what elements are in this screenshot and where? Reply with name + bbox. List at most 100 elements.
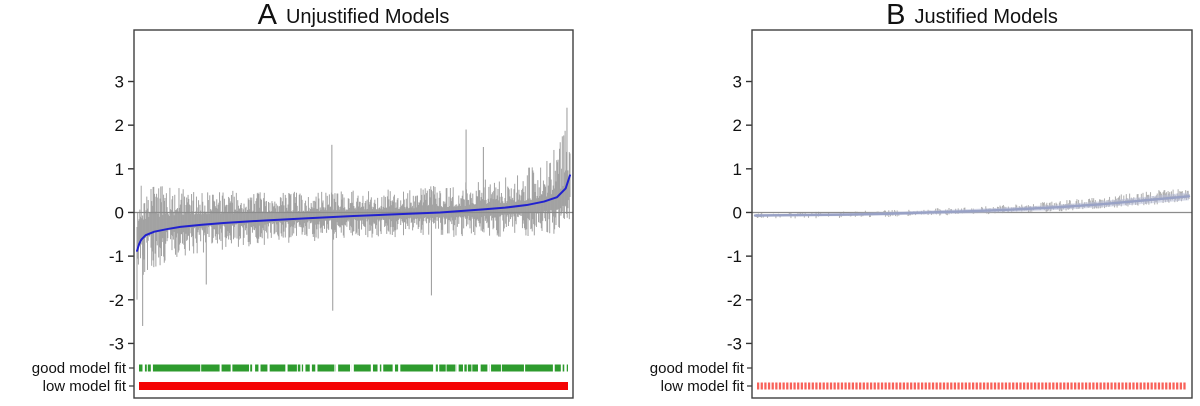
rug-tick-mark bbox=[946, 382, 949, 390]
rug-tick-mark bbox=[968, 382, 971, 390]
rug-label: good model fit bbox=[650, 360, 745, 377]
rug-tick-mark bbox=[942, 382, 946, 390]
rug-gap bbox=[456, 364, 459, 372]
rug-tick-mark bbox=[1103, 382, 1106, 390]
rug-tick-mark bbox=[1008, 382, 1011, 390]
plot-border bbox=[133, 29, 574, 399]
rug-tick-mark bbox=[1165, 382, 1168, 390]
rug-tick-mark bbox=[910, 382, 913, 390]
rug-tick-mark bbox=[891, 382, 895, 390]
rug-tick-mark bbox=[975, 382, 978, 390]
rug-tick-mark bbox=[1033, 382, 1037, 390]
y-tick-label: 2 bbox=[733, 116, 742, 135]
rug-tick-mark bbox=[1135, 382, 1139, 390]
rug-gap bbox=[230, 364, 233, 372]
rug-gap bbox=[552, 364, 555, 372]
rug-gap bbox=[462, 364, 465, 372]
fit-line bbox=[136, 174, 571, 252]
rug-tick-mark bbox=[1055, 382, 1059, 390]
rug-gap bbox=[433, 364, 435, 372]
rug-tick-mark bbox=[979, 382, 982, 390]
rug-tick-mark bbox=[1048, 382, 1051, 390]
rug-tick-mark bbox=[920, 382, 924, 390]
y-tick-label: -3 bbox=[109, 334, 124, 353]
rug-gap bbox=[471, 364, 473, 372]
rug-tick-mark bbox=[767, 382, 771, 390]
rug-tick-mark bbox=[1037, 382, 1040, 390]
rug-gap bbox=[258, 364, 261, 372]
rug-gap bbox=[219, 364, 222, 372]
rug-tick-mark bbox=[957, 382, 960, 390]
rug-tick-mark bbox=[1023, 382, 1026, 390]
rug-tick-mark bbox=[1150, 382, 1153, 390]
rug-tick-mark bbox=[771, 382, 774, 390]
rug-tick-mark bbox=[913, 382, 916, 390]
rug-tick-mark bbox=[789, 382, 793, 390]
rug-tick-mark bbox=[833, 382, 836, 390]
rug-tick-mark bbox=[964, 382, 967, 390]
rug-tick-mark bbox=[848, 382, 851, 390]
rug-tick-mark bbox=[1066, 382, 1070, 390]
rug-tick-mark bbox=[1114, 382, 1117, 390]
rug-tick-mark bbox=[1099, 382, 1102, 390]
rug-tick-mark bbox=[928, 382, 931, 390]
rug-tick-mark bbox=[935, 382, 938, 390]
rug-tick-mark bbox=[786, 382, 789, 390]
rug-tick-mark bbox=[1132, 382, 1135, 390]
rug-tick-mark bbox=[1092, 382, 1095, 390]
rug-tick-mark bbox=[906, 382, 909, 390]
rug-tick-mark bbox=[1106, 382, 1110, 390]
rug-gap bbox=[477, 364, 481, 372]
rug-gap bbox=[303, 364, 306, 372]
y-tick-label: -2 bbox=[109, 291, 124, 310]
rug-tick-mark bbox=[760, 382, 763, 390]
rug-tick-mark bbox=[811, 382, 814, 390]
rug-gap bbox=[445, 364, 447, 372]
rug-gap bbox=[489, 364, 492, 372]
rug-gap bbox=[466, 364, 468, 372]
rug-tick-mark bbox=[1012, 382, 1015, 390]
rug-tick-mark bbox=[1179, 382, 1182, 390]
rug-gap bbox=[437, 364, 440, 372]
rug-tick-mark bbox=[1176, 382, 1179, 390]
rug-tick-mark bbox=[1154, 382, 1157, 390]
rug-label: good model fit bbox=[32, 360, 127, 377]
rug-tick-mark bbox=[869, 382, 873, 390]
y-tick-label: 0 bbox=[115, 203, 124, 222]
rug-tick-mark bbox=[1004, 382, 1008, 390]
rug-tick-mark bbox=[826, 382, 829, 390]
rug-tick-mark bbox=[1095, 382, 1099, 390]
rug-tick-mark bbox=[1168, 382, 1172, 390]
rug-tick-mark bbox=[899, 382, 902, 390]
rug-gap bbox=[252, 364, 256, 372]
rug-tick-mark bbox=[1052, 382, 1055, 390]
rug-tick-mark bbox=[997, 382, 1000, 390]
y-tick-label: 1 bbox=[115, 160, 124, 179]
rug-tick-mark bbox=[917, 382, 920, 390]
rug-tick-mark bbox=[808, 382, 811, 390]
rug-tick-mark bbox=[1146, 382, 1150, 390]
rug-gap bbox=[487, 364, 490, 372]
rug-tick-mark bbox=[1172, 382, 1175, 390]
rug-tick-mark bbox=[1161, 382, 1164, 390]
rug-tick-mark bbox=[804, 382, 807, 390]
rug-tick-mark bbox=[862, 382, 865, 390]
rug-tick-mark bbox=[818, 382, 822, 390]
rug-gap bbox=[150, 364, 153, 372]
rug-tick-mark bbox=[939, 382, 942, 390]
rug-tick-mark bbox=[1041, 382, 1044, 390]
y-tick-label: -2 bbox=[727, 291, 742, 310]
rug-tick-mark bbox=[800, 382, 803, 390]
rug-tick-mark bbox=[1081, 382, 1084, 390]
rug-tick-mark bbox=[1143, 382, 1146, 390]
rug-tick-mark bbox=[837, 382, 840, 390]
rug-gap bbox=[500, 364, 502, 372]
rug-tick-mark bbox=[1026, 382, 1029, 390]
rug-tick-mark bbox=[888, 382, 891, 390]
fit-line bbox=[753, 195, 1191, 217]
rug-tick-mark bbox=[866, 382, 869, 390]
rug-tick-mark bbox=[1088, 382, 1091, 390]
rug-tick-mark bbox=[972, 382, 975, 390]
rug-label: low model fit bbox=[43, 378, 127, 395]
